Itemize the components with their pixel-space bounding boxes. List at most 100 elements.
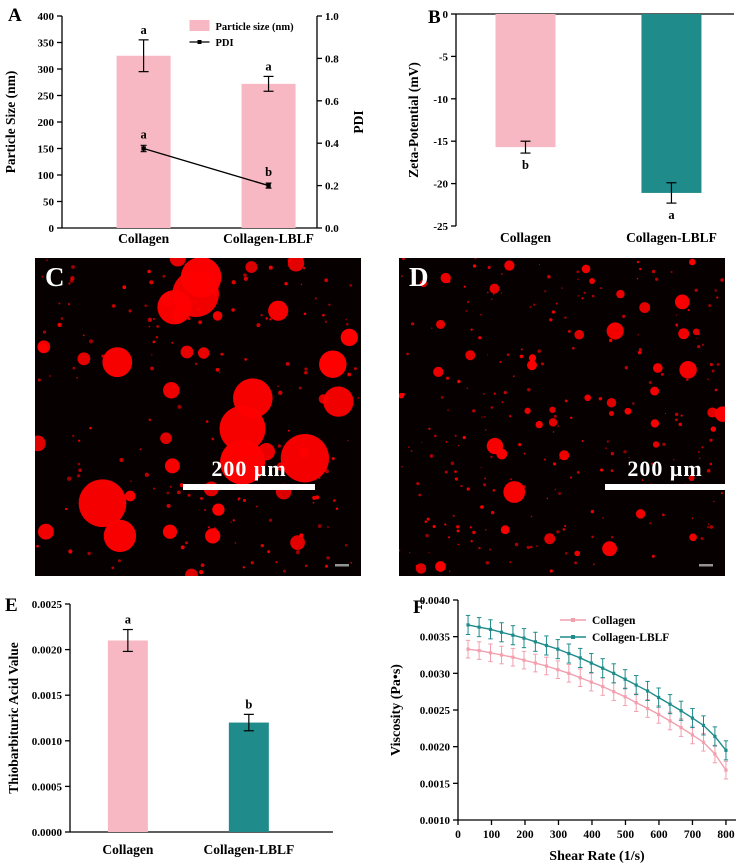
panel-d-label: D: [409, 262, 429, 292]
chart-text: 500: [617, 829, 635, 841]
chart-text: 0.0020: [32, 645, 63, 657]
particle-size-bars: [116, 39, 296, 228]
scale-bar-text: 200 μm: [211, 456, 287, 481]
chart-text: Shear Rate (1/s): [549, 849, 645, 864]
bar: [241, 83, 296, 228]
chart-text: 200: [38, 117, 55, 129]
pdi-line: [140, 144, 272, 189]
chart-text: 350: [38, 38, 55, 50]
bar: [116, 55, 171, 228]
chart-text: 300: [550, 829, 568, 841]
chart-text: PDI: [351, 110, 366, 133]
chart-text: 600: [650, 829, 668, 841]
chart-text: Collagen: [118, 231, 169, 246]
chart-text: b: [265, 165, 272, 179]
chart-text: b: [245, 697, 252, 711]
panel-a-label: A: [8, 5, 22, 26]
chart-text: 0.4: [325, 138, 339, 150]
bar: [107, 640, 148, 832]
chart-text: a: [125, 613, 132, 627]
chart-text: 0.0025: [32, 599, 63, 611]
chart-text: 0.6: [325, 96, 339, 108]
panel-f-chart: 0 100 200 300 400 500 600 700 800 0.0010 0.0015 0.0…: [386, 588, 744, 866]
chart-text: Collagen: [592, 615, 636, 627]
chart-text: 0.0025: [420, 705, 451, 717]
chart-text: Collagen-LBLF: [223, 231, 314, 246]
scale-bar: 200 μm: [183, 456, 315, 490]
legend-swatch-particle-size: [189, 20, 210, 31]
chart-text: a: [140, 23, 147, 37]
chart-text: Collagen: [102, 842, 153, 857]
scale-bar-text: 200 μm: [627, 456, 703, 481]
chart-text: 0.0010: [32, 736, 63, 748]
bar: [495, 14, 556, 148]
chart-text: Collagen-LBLF: [203, 842, 294, 857]
chart-text: Collagen-LBLF: [626, 230, 717, 245]
bar-chart-e: 0.0000 0.0005 0.0010 0.0015 0.0020 0.0025 Thio…: [6, 599, 333, 857]
panel-d-micrograph: D 200 μm: [399, 258, 725, 576]
chart-text: 0.0005: [32, 781, 63, 793]
panel-f-label: F: [413, 597, 425, 618]
chart-text: 100: [38, 170, 55, 182]
chart-text: 0.0035: [420, 632, 451, 644]
chart-text: Zeta-Potential (mV): [406, 62, 421, 178]
chart-text: PDI: [216, 38, 234, 49]
chart-text: 300: [38, 64, 55, 76]
chart-text: -25: [433, 221, 448, 233]
chart-text: 0.0040: [420, 595, 451, 607]
chart-text: 50: [43, 197, 55, 209]
chart-text: -5: [439, 51, 449, 63]
panel-e-chart: 0.0000 0.0005 0.0010 0.0015 0.0020 0.0025 Thio…: [0, 588, 345, 866]
chart-text: Thiobarbituric Acid Value: [6, 642, 21, 794]
legend: Particle size (nm) PDI: [189, 20, 294, 49]
micrograph-background: [399, 258, 725, 576]
bar: [228, 722, 269, 832]
panel-b-label: B: [428, 7, 441, 28]
panel-c-micrograph: C 200 μm: [35, 258, 361, 576]
axes: [65, 603, 333, 833]
corner-scale-mark: [335, 564, 349, 567]
chart-text: b: [522, 158, 529, 172]
oil-droplets: [399, 258, 725, 574]
combo-chart-particle-size-pdi: 0 50 100 150 200 250 300 350 400 0.0 0.2 0.4 0.6 0.8 1…: [3, 11, 366, 246]
line-chart-viscosity: 0 100 200 300 400 500 600 700 800 0.0010 0.0015 0.0…: [389, 595, 736, 864]
chart-text: Collagen: [500, 230, 551, 245]
chart-text: a: [140, 127, 147, 141]
chart-text: Particle Size (nm): [3, 71, 18, 174]
series-collagen: [465, 639, 729, 780]
chart-text: a: [265, 59, 272, 73]
chart-text: 100: [483, 829, 501, 841]
panel-c-label: C: [45, 262, 65, 292]
chart-text: 250: [38, 91, 55, 103]
panel-b-chart: 0 -5 -10 -15 -20 -25 Zeta-Potential (mV) b Colla…: [390, 0, 744, 250]
chart-text: 1.0: [325, 11, 339, 23]
chart-text: -20: [433, 179, 448, 191]
chart-text: 0.2: [325, 181, 339, 193]
chart-text: 400: [583, 829, 601, 841]
panel-b: B 0 -5 -10 -15 -20 -25 Zeta-Potential (mV) b Col…: [390, 0, 744, 250]
bar-chart-b: 0 -5 -10 -15 -20 -25 Zeta-Potential (mV) b Colla…: [406, 9, 734, 245]
chart-text: 0.8: [325, 53, 339, 65]
chart-text: 0.0: [325, 223, 339, 235]
chart-text: 0.0010: [420, 815, 451, 827]
legend: Collagen Collagen-LBLF: [560, 615, 669, 644]
chart-text: 0.0000: [32, 827, 63, 839]
panel-f: F 0 100 200 300 400 500 600 700 800 0.0010 0.0015 0…: [386, 588, 744, 866]
chart-text: 0: [443, 9, 449, 21]
chart-text: 800: [717, 829, 735, 841]
panel-e: E 0.0000 0.0005 0.0010 0.0015 0.0020 0.0025 Th…: [0, 588, 345, 866]
axes: [453, 599, 736, 825]
series-collagen-lblf: [465, 614, 729, 761]
chart-text: 0: [455, 829, 461, 841]
panel-c-image: [35, 258, 361, 576]
chart-text: -15: [433, 136, 448, 148]
chart-text: 200: [516, 829, 534, 841]
chart-text: 0.0015: [420, 778, 451, 790]
fluorescence-micrograph: [35, 258, 361, 576]
panel-d-image: [399, 258, 725, 576]
fluorescence-micrograph: [399, 258, 725, 576]
chart-text: 700: [684, 829, 702, 841]
chart-text: Collagen-LBLF: [592, 632, 669, 644]
scale-bar: 200 μm: [605, 456, 725, 490]
